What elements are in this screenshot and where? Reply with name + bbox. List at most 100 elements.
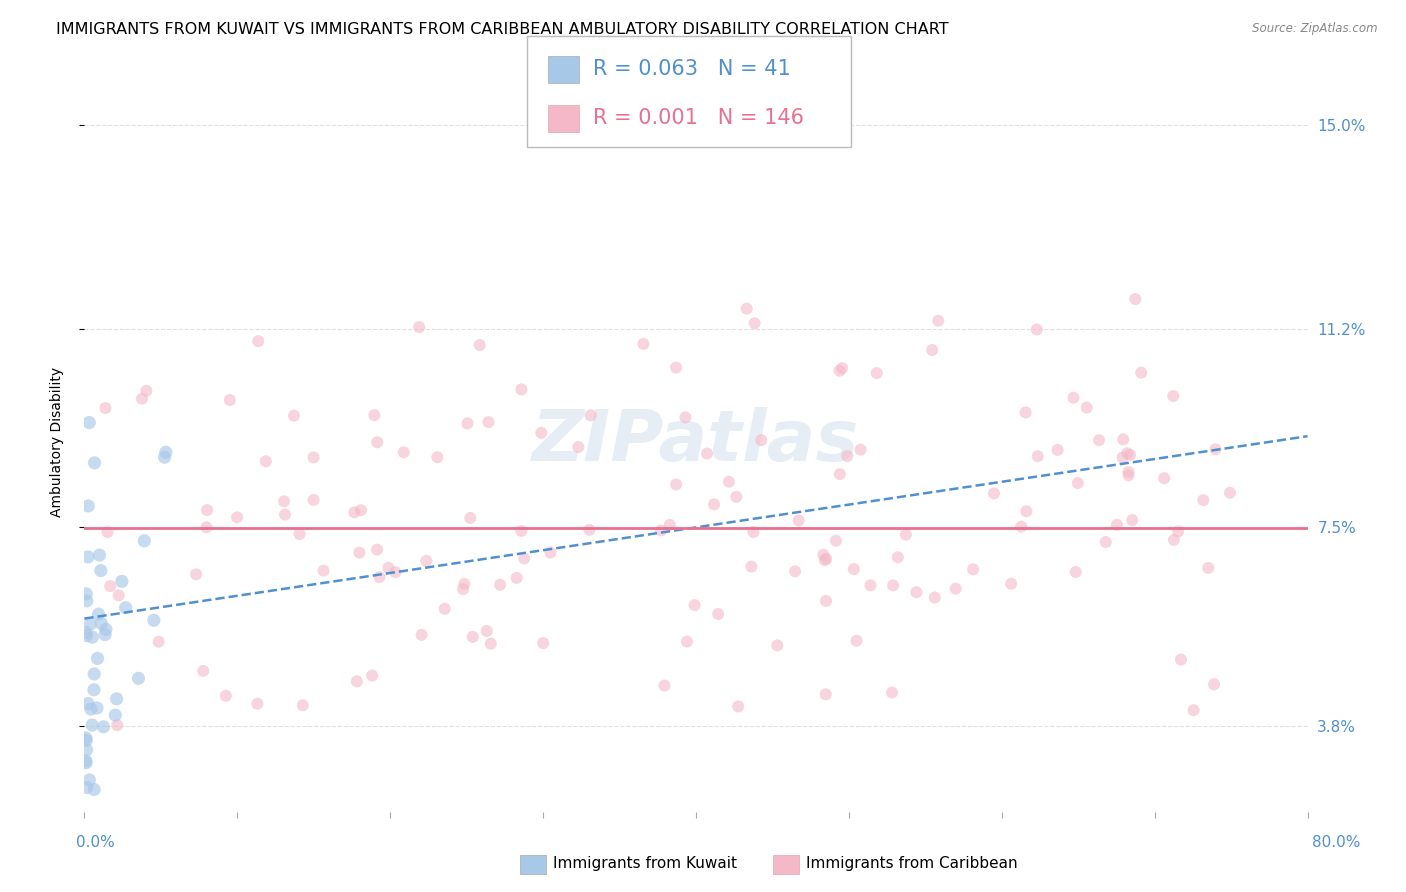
Point xyxy=(86,651,108,665)
Point xyxy=(1192,493,1215,508)
Point xyxy=(1121,513,1143,527)
Point xyxy=(111,574,134,589)
Point xyxy=(186,567,208,582)
Point xyxy=(411,628,433,642)
Point xyxy=(195,520,218,534)
Point xyxy=(1197,561,1219,575)
Point xyxy=(1111,450,1133,465)
Point xyxy=(134,533,156,548)
Point xyxy=(927,314,949,328)
Point xyxy=(676,634,699,648)
Point xyxy=(1064,565,1087,579)
Point xyxy=(93,720,115,734)
Point xyxy=(837,449,859,463)
Point xyxy=(153,450,176,465)
Point xyxy=(135,384,157,398)
Point xyxy=(1167,524,1189,539)
Text: Source: ZipAtlas.com: Source: ZipAtlas.com xyxy=(1253,22,1378,36)
Point xyxy=(477,415,499,429)
Point xyxy=(1163,533,1185,547)
Point xyxy=(475,624,498,638)
Point xyxy=(75,587,97,601)
Point xyxy=(131,392,153,406)
Point xyxy=(350,503,373,517)
Point xyxy=(343,505,366,519)
Point xyxy=(1202,677,1225,691)
Point xyxy=(415,554,437,568)
Point xyxy=(766,639,789,653)
Point xyxy=(458,511,481,525)
Point xyxy=(1182,703,1205,717)
Point xyxy=(735,301,758,316)
Point xyxy=(83,782,105,797)
Point xyxy=(882,578,904,592)
Point xyxy=(453,577,475,591)
Point xyxy=(79,617,101,632)
Point xyxy=(1118,468,1140,483)
Point xyxy=(83,456,105,470)
Text: R = 0.063   N = 41: R = 0.063 N = 41 xyxy=(593,59,792,78)
Point xyxy=(658,517,681,532)
Point xyxy=(1094,535,1116,549)
Point xyxy=(247,334,270,348)
Point xyxy=(1118,465,1140,479)
Point xyxy=(510,524,533,538)
Point xyxy=(742,524,765,539)
Point xyxy=(1119,448,1142,462)
Point xyxy=(489,578,512,592)
Point xyxy=(859,578,882,592)
Point xyxy=(633,337,655,351)
Point xyxy=(725,490,748,504)
Point xyxy=(1088,433,1111,447)
Point xyxy=(291,698,314,713)
Point xyxy=(283,409,305,423)
Point xyxy=(1153,471,1175,485)
Text: IMMIGRANTS FROM KUWAIT VS IMMIGRANTS FROM CARIBBEAN AMBULATORY DISABILITY CORREL: IMMIGRANTS FROM KUWAIT VS IMMIGRANTS FRO… xyxy=(56,22,949,37)
Text: ZIPatlas: ZIPatlas xyxy=(533,407,859,476)
Point xyxy=(814,687,837,701)
Point xyxy=(215,689,238,703)
Point xyxy=(76,594,98,608)
Point xyxy=(1010,519,1032,533)
Point xyxy=(127,671,149,685)
Text: Immigrants from Kuwait: Immigrants from Kuwait xyxy=(553,856,737,871)
Point xyxy=(905,585,928,599)
Point xyxy=(1219,485,1241,500)
Point xyxy=(567,440,589,454)
Point xyxy=(538,545,561,559)
Point xyxy=(880,685,903,699)
Point xyxy=(1025,322,1047,336)
Point xyxy=(814,594,837,608)
Point xyxy=(254,454,277,468)
Point xyxy=(530,425,553,440)
Point xyxy=(717,475,740,489)
Point xyxy=(148,634,170,648)
Point xyxy=(368,570,391,584)
Point xyxy=(813,548,835,562)
Point xyxy=(887,550,910,565)
Point xyxy=(468,338,491,352)
Point xyxy=(828,467,851,482)
Point xyxy=(505,571,527,585)
Point xyxy=(363,408,385,422)
Point xyxy=(1067,475,1090,490)
Point xyxy=(142,613,165,627)
Point xyxy=(76,629,98,643)
Point xyxy=(579,409,602,423)
Point xyxy=(155,445,177,459)
Text: 80.0%: 80.0% xyxy=(1312,836,1360,850)
Point xyxy=(1046,442,1069,457)
Point xyxy=(195,503,218,517)
Point xyxy=(513,551,536,566)
Point xyxy=(1076,401,1098,415)
Point xyxy=(825,533,848,548)
Point xyxy=(924,591,946,605)
Point xyxy=(366,435,388,450)
Point xyxy=(1161,389,1184,403)
Point xyxy=(75,756,97,770)
Point xyxy=(1000,576,1022,591)
Point xyxy=(346,674,368,689)
Point xyxy=(312,564,335,578)
Point xyxy=(79,772,101,787)
Point xyxy=(457,417,479,431)
